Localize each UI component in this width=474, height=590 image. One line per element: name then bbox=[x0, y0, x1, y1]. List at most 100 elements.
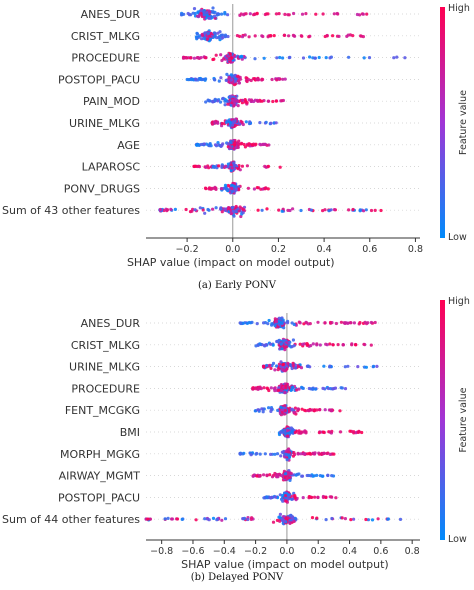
shap-point bbox=[255, 474, 259, 478]
feature-row-points bbox=[253, 404, 342, 417]
shap-point bbox=[284, 472, 288, 476]
x-tick-label: 0.6 bbox=[373, 546, 388, 557]
shap-point bbox=[275, 339, 280, 343]
shap-point bbox=[221, 96, 225, 100]
shap-point bbox=[280, 450, 284, 454]
shap-point bbox=[347, 55, 351, 59]
shap-point bbox=[362, 209, 366, 213]
shap-point bbox=[284, 499, 288, 503]
shap-point bbox=[191, 11, 195, 15]
shap-point bbox=[352, 321, 356, 325]
shap-point bbox=[242, 516, 247, 520]
shap-point bbox=[220, 165, 224, 169]
shap-point bbox=[230, 166, 234, 170]
shap-point bbox=[254, 344, 258, 348]
shap-point bbox=[277, 362, 281, 366]
shap-point bbox=[230, 190, 234, 194]
shap-point bbox=[287, 408, 291, 412]
shap-point bbox=[284, 345, 288, 349]
shap-point bbox=[202, 10, 206, 14]
shap-point bbox=[281, 77, 285, 81]
feature-row-points bbox=[277, 425, 364, 439]
shap-point bbox=[315, 342, 319, 346]
shap-point bbox=[293, 495, 297, 499]
shap-point bbox=[175, 517, 180, 521]
feature-label: AGE bbox=[117, 139, 140, 152]
x-tick-label: 0.2 bbox=[311, 546, 326, 557]
shap-point bbox=[285, 476, 289, 481]
shap-point bbox=[334, 321, 338, 326]
shap-point bbox=[286, 321, 290, 325]
shap-point bbox=[196, 10, 200, 14]
feature-row-points bbox=[192, 160, 282, 173]
shap-point bbox=[287, 450, 291, 454]
shap-point bbox=[332, 12, 336, 16]
shap-point bbox=[306, 364, 310, 368]
shap-point bbox=[340, 386, 344, 390]
shap-point bbox=[170, 517, 174, 521]
feature-label: CRIST_MLKG bbox=[71, 30, 140, 43]
feature-label: LAPAROSC bbox=[82, 161, 141, 174]
shap-point bbox=[376, 517, 380, 521]
shap-point bbox=[263, 452, 267, 456]
shap-point bbox=[277, 386, 281, 390]
shap-point bbox=[267, 406, 271, 410]
shap-point bbox=[276, 408, 280, 412]
shap-point bbox=[309, 387, 313, 391]
shap-point bbox=[290, 407, 294, 411]
shap-point bbox=[236, 145, 240, 149]
feature-row-points bbox=[181, 51, 407, 64]
feature-label: URINE_MLKG bbox=[69, 117, 140, 130]
shap-point bbox=[229, 168, 233, 173]
shap-point bbox=[267, 318, 271, 323]
shap-point bbox=[213, 34, 217, 39]
shap-point bbox=[296, 451, 300, 455]
shap-point bbox=[270, 323, 274, 327]
shap-point bbox=[258, 142, 262, 146]
shap-point bbox=[292, 410, 296, 414]
shap-point bbox=[328, 452, 332, 456]
x-tick-label: 0.4 bbox=[317, 244, 332, 255]
shap-point bbox=[219, 76, 223, 80]
shap-point bbox=[266, 187, 270, 191]
shap-point bbox=[211, 10, 215, 14]
shap-point bbox=[362, 342, 366, 346]
shap-point bbox=[200, 32, 204, 37]
shap-point bbox=[346, 321, 350, 325]
shap-point bbox=[278, 165, 282, 169]
colorbar-title: Feature value bbox=[458, 90, 469, 155]
shap-point bbox=[213, 143, 218, 147]
shap-point bbox=[261, 142, 265, 147]
shap-point bbox=[240, 35, 245, 39]
shap-point bbox=[255, 186, 259, 190]
shap-point bbox=[223, 183, 228, 187]
shap-point bbox=[275, 364, 279, 368]
shap-point bbox=[283, 12, 287, 16]
x-tick-label: 0.4 bbox=[342, 546, 357, 557]
shap-point bbox=[199, 142, 203, 147]
feature-label: AIRWAY_MGMT bbox=[59, 470, 141, 483]
shap-point bbox=[229, 121, 233, 125]
shap-point bbox=[347, 208, 351, 212]
shap-point bbox=[337, 34, 341, 39]
shap-point bbox=[299, 366, 304, 370]
shap-point bbox=[184, 207, 188, 212]
shap-point bbox=[258, 121, 262, 125]
shap-point bbox=[189, 56, 193, 60]
shap-point bbox=[207, 518, 211, 522]
shap-point bbox=[373, 208, 377, 212]
shap-point bbox=[250, 516, 254, 520]
shap-point bbox=[277, 208, 281, 212]
shap-point bbox=[239, 142, 243, 146]
shap-point bbox=[307, 409, 311, 413]
shap-point bbox=[286, 13, 290, 17]
shap-point bbox=[248, 12, 252, 16]
shap-point bbox=[208, 142, 212, 146]
shap-point bbox=[238, 168, 242, 172]
shap-point bbox=[243, 145, 247, 149]
shap-point bbox=[203, 517, 207, 521]
shap-point bbox=[253, 34, 257, 38]
shap-point bbox=[216, 31, 220, 35]
shap-point bbox=[279, 454, 283, 458]
shap-point bbox=[295, 472, 299, 476]
